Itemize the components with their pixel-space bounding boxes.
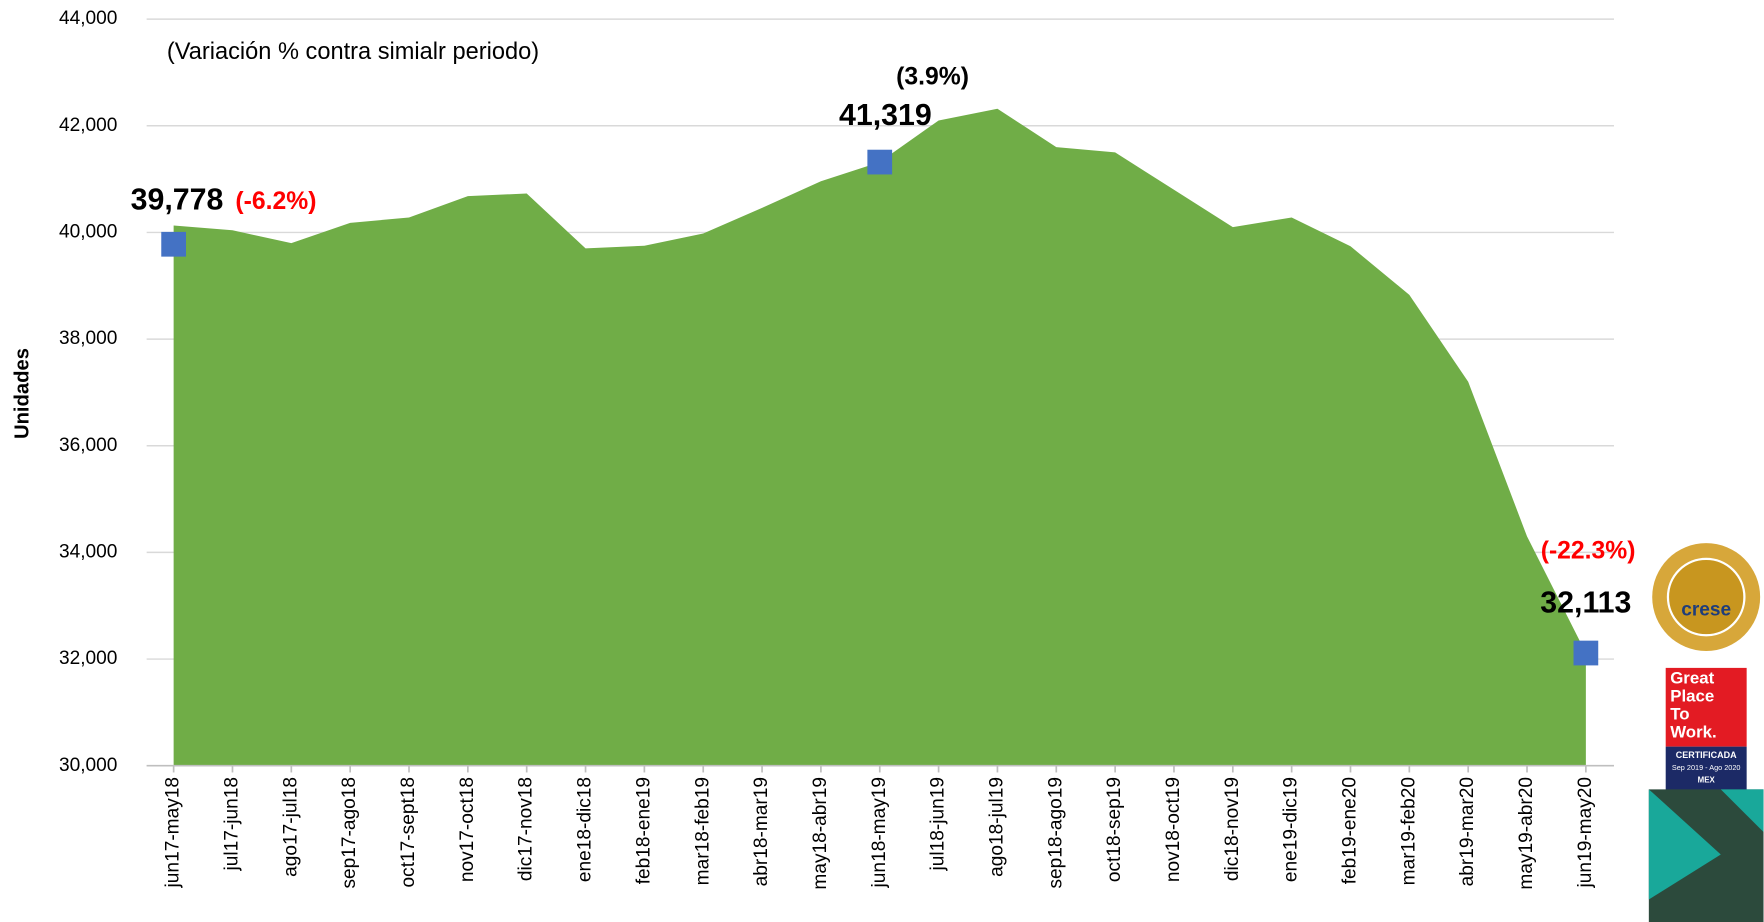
x-tick-label: ago18-jul19 xyxy=(986,777,1007,877)
gptw-line: To xyxy=(1670,705,1689,724)
y-tick-label: 38,000 xyxy=(59,328,117,349)
crese-inner xyxy=(1668,559,1744,635)
x-tick-label: ene19-dic19 xyxy=(1281,777,1302,882)
x-tick-label: dic17-nov18 xyxy=(516,777,537,881)
x-tick-label: feb19-ene20 xyxy=(1340,777,1361,884)
x-tick-label: mar19-feb20 xyxy=(1398,777,1419,885)
y-tick-label: 34,000 xyxy=(59,541,117,562)
page: {"chart_data": { "type": "area", "subtit… xyxy=(0,0,1764,922)
area xyxy=(174,109,1586,766)
gptw-cert: CERTIFICADA xyxy=(1676,750,1737,760)
crese-text: crese xyxy=(1681,600,1731,621)
x-tick-label: jun19-may20 xyxy=(1575,777,1596,888)
data-label: 32,113 xyxy=(1540,587,1631,620)
gptw-country: MEX xyxy=(1698,775,1716,784)
y-tick-label: 44,000 xyxy=(59,8,117,29)
x-tick-label: jun17-may18 xyxy=(163,777,184,888)
gptw-period: Sep 2019 - Ago 2020 xyxy=(1672,763,1741,772)
marker xyxy=(161,232,186,257)
y-tick-label: 42,000 xyxy=(59,115,117,136)
annotation: (3.9%) xyxy=(896,63,969,90)
x-tick-label: feb18-ene19 xyxy=(633,777,654,884)
x-tick-label: may19-abr20 xyxy=(1516,777,1537,890)
chart-subtitle: (Variación % contra simialr periodo) xyxy=(167,39,539,65)
annotation: (-22.3%) xyxy=(1541,537,1636,564)
x-tick-label: dic18-nov19 xyxy=(1222,777,1243,881)
corner-graphic xyxy=(1649,789,1764,922)
x-tick-label: abr18-mar19 xyxy=(751,777,772,886)
x-tick-label: sep17-ago18 xyxy=(339,777,360,889)
gptw-line: Great xyxy=(1670,669,1714,688)
annotation: (-6.2%) xyxy=(235,188,316,215)
data-label: 41,319 xyxy=(839,99,932,132)
x-tick-label: ago17-jul18 xyxy=(280,777,301,877)
crese-logo: crese xyxy=(1652,543,1760,651)
y-tick-label: 40,000 xyxy=(59,221,117,242)
y-tick-label: 30,000 xyxy=(59,755,117,776)
x-tick-label: mar18-feb19 xyxy=(692,777,713,885)
y-tick-label: 32,000 xyxy=(59,648,117,669)
chart: (Variación % contra simialr periodo) Uni… xyxy=(0,0,1764,922)
x-tick-label: nov18-oct19 xyxy=(1163,777,1184,882)
marker xyxy=(867,150,892,175)
x-tick-label: may18-abr19 xyxy=(810,777,831,890)
x-tick-label: oct17-sept18 xyxy=(398,777,419,888)
marker xyxy=(1574,641,1599,666)
x-tick-label: oct18-sep19 xyxy=(1104,777,1125,882)
x-tick-label: jun18-may19 xyxy=(869,777,890,888)
gptw-line: Work. xyxy=(1670,723,1717,742)
data-label: 39,778 xyxy=(131,184,224,217)
x-tick-label: abr19-mar20 xyxy=(1457,777,1478,886)
x-tick-label: jul18-jun19 xyxy=(928,777,949,871)
y-axis-label: Unidades xyxy=(11,348,33,439)
gptw-logo: Great Place To Work. CERTIFICADA Sep 201… xyxy=(1666,668,1747,807)
x-tick-label: jul17-jun18 xyxy=(222,777,243,871)
x-tick-label: nov17-oct18 xyxy=(457,777,478,882)
gptw-line: Place xyxy=(1670,687,1714,706)
y-tick-label: 36,000 xyxy=(59,435,117,456)
x-tick-label: sep18-ago19 xyxy=(1045,777,1066,889)
x-tick-label: ene18-dic18 xyxy=(575,777,596,882)
